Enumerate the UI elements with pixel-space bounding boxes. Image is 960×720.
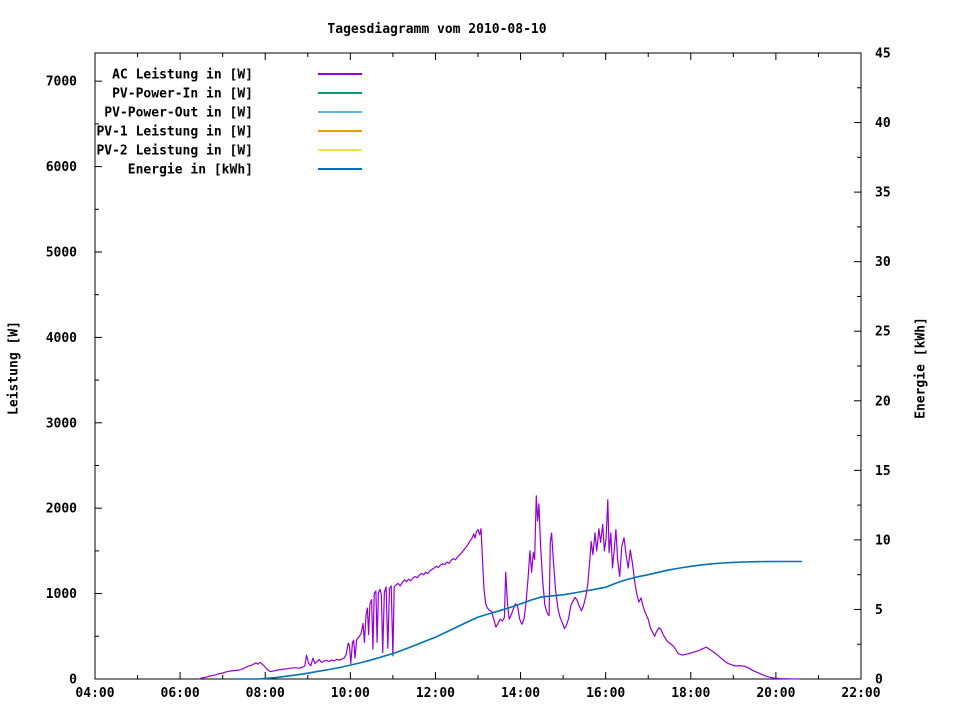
- svg-text:PV-Power-In in [W]: PV-Power-In in [W]: [112, 87, 253, 102]
- svg-text:14:00: 14:00: [501, 686, 540, 701]
- svg-text:0: 0: [69, 673, 77, 688]
- svg-text:35: 35: [875, 186, 891, 201]
- series-energie: [234, 560, 803, 680]
- svg-text:10:00: 10:00: [331, 686, 370, 701]
- legend: AC Leistung in [W] PV-Power-In in [W] PV-P…: [96, 68, 362, 178]
- svg-text:22:00: 22:00: [841, 686, 880, 701]
- svg-text:Energie in [kWh]: Energie in [kWh]: [128, 163, 253, 178]
- y-right-ticks: 0 5 10 15 20 25 30 35 40 45: [854, 47, 891, 688]
- svg-text:30: 30: [875, 255, 891, 270]
- svg-text:5000: 5000: [46, 245, 77, 260]
- svg-text:25: 25: [875, 325, 891, 340]
- legend-item-pv-power-out: PV-Power-Out in [W]: [104, 106, 362, 121]
- svg-text:3000: 3000: [46, 416, 77, 431]
- svg-text:PV-Power-Out in [W]: PV-Power-Out in [W]: [104, 106, 253, 121]
- svg-text:4000: 4000: [46, 331, 77, 346]
- svg-text:1000: 1000: [46, 587, 77, 602]
- svg-text:08:00: 08:00: [246, 686, 285, 701]
- svg-text:2000: 2000: [46, 502, 77, 517]
- series-ac-leistung: [198, 495, 800, 680]
- svg-text:0: 0: [875, 673, 883, 688]
- svg-text:20:00: 20:00: [756, 686, 795, 701]
- svg-text:40: 40: [875, 116, 891, 131]
- chart-title: Tagesdiagramm vom 2010-08-10: [327, 22, 547, 37]
- svg-text:04:00: 04:00: [75, 686, 114, 701]
- svg-text:PV-1 Leistung in [W]: PV-1 Leistung in [W]: [96, 125, 253, 140]
- svg-text:18:00: 18:00: [671, 686, 710, 701]
- x-axis-ticks: 04:00 06:00 08:00 10:00 12:00 14:00 16:00 18:00…: [75, 53, 881, 701]
- svg-text:6000: 6000: [46, 160, 77, 175]
- y-left-ticks: 0 1000 2000 3000 4000 5000 6000 7000: [46, 75, 102, 688]
- svg-text:AC Leistung in [W]: AC Leistung in [W]: [112, 68, 253, 83]
- svg-text:06:00: 06:00: [161, 686, 200, 701]
- svg-text:PV-2 Leistung in [W]: PV-2 Leistung in [W]: [96, 144, 253, 159]
- legend-item-energie: Energie in [kWh]: [128, 163, 362, 178]
- svg-text:15: 15: [875, 464, 891, 479]
- legend-item-ac-leistung: AC Leistung in [W]: [112, 68, 362, 83]
- svg-text:7000: 7000: [46, 75, 77, 90]
- svg-text:10: 10: [875, 533, 891, 548]
- svg-text:5: 5: [875, 603, 883, 618]
- svg-text:20: 20: [875, 394, 891, 409]
- svg-text:45: 45: [875, 47, 891, 62]
- legend-item-pv2-leistung: PV-2 Leistung in [W]: [96, 144, 362, 159]
- legend-item-pv1-leistung: PV-1 Leistung in [W]: [96, 125, 362, 140]
- svg-text:12:00: 12:00: [416, 686, 455, 701]
- svg-text:16:00: 16:00: [586, 686, 625, 701]
- legend-item-pv-power-in: PV-Power-In in [W]: [112, 87, 362, 102]
